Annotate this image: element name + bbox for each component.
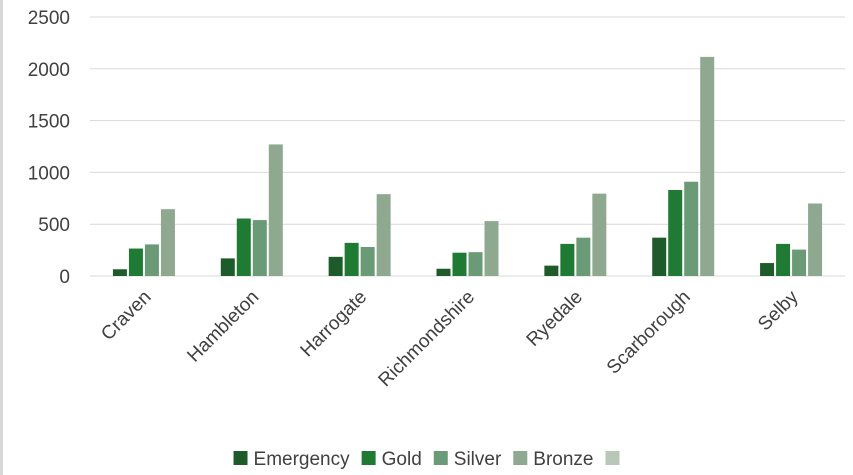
bar-richmondshire-silver — [468, 252, 483, 276]
bar-selby-bronze — [808, 203, 823, 276]
legend-swatch — [233, 451, 248, 465]
bar-ryedale-emergency — [544, 265, 559, 276]
bar-richmondshire-bronze — [484, 221, 499, 276]
bar-ryedale-gold — [560, 243, 575, 276]
bar-ryedale-bronze — [592, 193, 607, 276]
bar-scarborough-gold — [668, 190, 683, 276]
x-tick-label: Hambleton — [183, 287, 263, 367]
x-tick-label: Scarborough — [603, 287, 695, 379]
x-tick-label: Ryedale — [523, 287, 587, 351]
bar-harrogate-silver — [360, 246, 375, 276]
x-tick-label: Selby — [754, 286, 803, 335]
y-axis: 0 500 1000 1500 2000 2500 — [28, 8, 70, 288]
bar-hambleton-emergency — [220, 258, 235, 276]
bars — [112, 56, 823, 276]
y-tick-label: 1500 — [28, 112, 70, 133]
legend-label: Silver — [454, 449, 502, 470]
legend-label: Gold — [382, 449, 422, 470]
bar-ryedale-silver — [576, 237, 591, 276]
legend-swatch — [361, 451, 376, 465]
y-tick-label: 1000 — [28, 163, 70, 184]
bar-craven-silver — [144, 244, 159, 276]
legend-swatch — [433, 451, 448, 465]
legend-swatch — [605, 451, 620, 465]
x-tick-label: Craven — [97, 287, 155, 345]
chart-frame-edge — [0, 0, 3, 475]
bar-selby-emergency — [760, 263, 775, 276]
bar-richmondshire-gold — [452, 252, 467, 276]
bar-scarborough-bronze — [700, 56, 715, 276]
gridlines — [90, 16, 845, 277]
legend-label: Emergency — [254, 449, 351, 470]
bar-selby-silver — [792, 249, 807, 276]
bar-harrogate-emergency — [328, 256, 343, 276]
x-tick-label: Richmondshire — [375, 287, 479, 391]
bar-scarborough-silver — [684, 181, 699, 276]
x-axis: Craven Hambleton Harrogate Richmondshire Rye… — [97, 286, 803, 391]
x-tick-label: Harrogate — [297, 287, 372, 362]
y-tick-label: 500 — [38, 215, 70, 236]
bar-craven-emergency — [112, 269, 127, 276]
y-tick-label: 0 — [59, 267, 70, 288]
legend-label: Bronze — [533, 449, 593, 470]
y-tick-label: 2500 — [28, 8, 70, 29]
bar-harrogate-bronze — [376, 194, 391, 276]
bar-scarborough-emergency — [652, 237, 667, 276]
bar-hambleton-gold — [236, 218, 251, 276]
bar-hambleton-silver — [252, 220, 267, 276]
bar-hambleton-bronze — [268, 144, 283, 276]
legend-swatch — [513, 451, 528, 465]
bar-craven-gold — [128, 248, 143, 276]
bar-craven-bronze — [160, 209, 175, 276]
bar-richmondshire-emergency — [436, 268, 451, 276]
bar-selby-gold — [776, 243, 791, 276]
legend: Emergency Gold Silver Bronze — [233, 449, 620, 470]
y-tick-label: 2000 — [28, 60, 70, 81]
bar-harrogate-gold — [344, 242, 359, 276]
